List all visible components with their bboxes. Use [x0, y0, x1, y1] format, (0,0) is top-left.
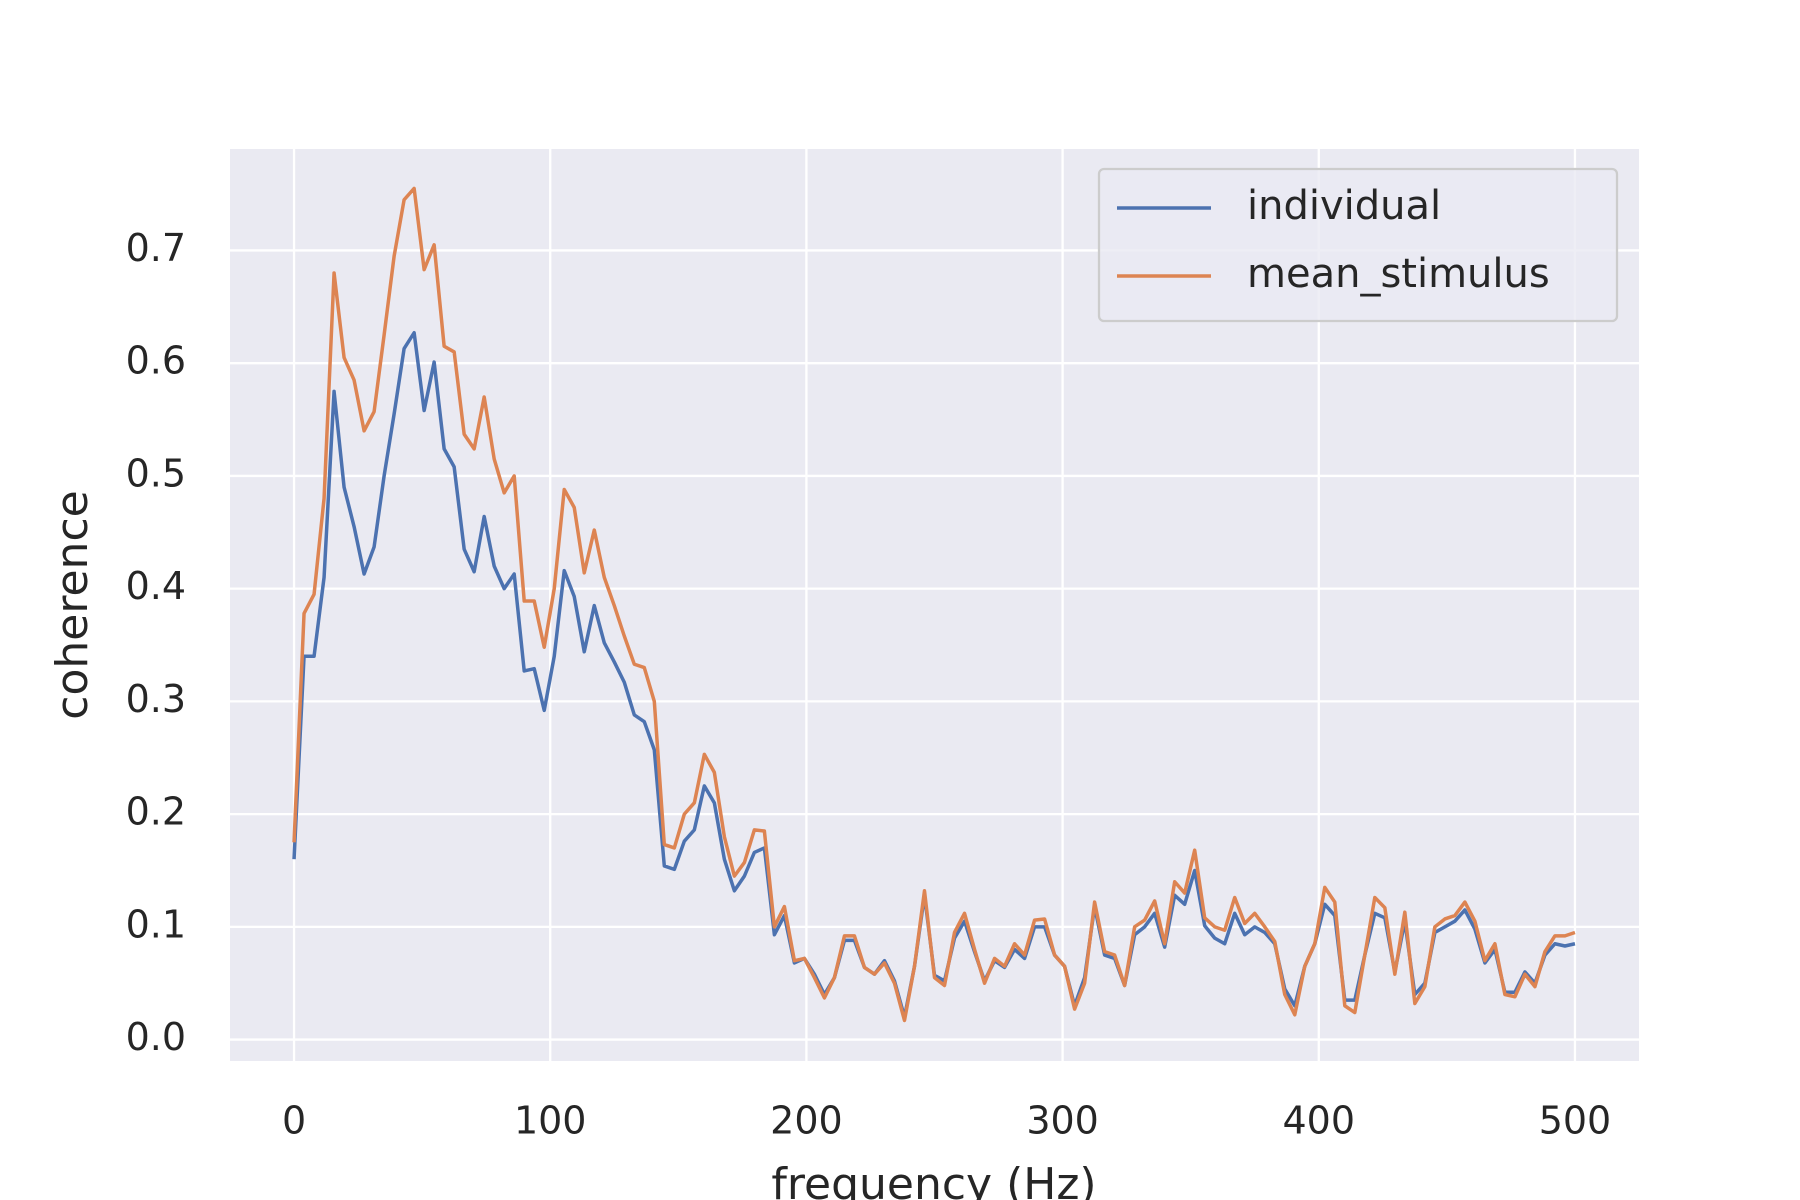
y-tick-label: 0.5	[126, 451, 186, 495]
y-tick-label: 0.4	[126, 564, 186, 608]
x-tick-label: 200	[770, 1099, 843, 1143]
legend-label: individual	[1247, 183, 1441, 229]
x-tick-label: 100	[514, 1099, 587, 1143]
y-tick-label: 0.2	[126, 790, 186, 834]
y-axis-label: coherence	[47, 490, 98, 719]
ticks: 0 100 200 300 400 500 0.0 0.1 0.2 0.3 0.4 0.5 0.6 0.7	[126, 226, 1612, 1143]
legend-box	[1097, 167, 1619, 323]
series-line	[292, 186, 1576, 1023]
grid	[230, 149, 1639, 1061]
y-tick-label: 0.1	[126, 902, 186, 946]
x-tick-label: 500	[1539, 1099, 1612, 1143]
x-tick-label: 300	[1026, 1099, 1099, 1143]
x-tick-label: 400	[1283, 1099, 1356, 1143]
legend: individual mean_stimulus	[1097, 167, 1619, 323]
lines	[292, 186, 1576, 1023]
y-tick-label: 0.3	[126, 677, 186, 721]
legend-label: mean_stimulus	[1247, 251, 1550, 297]
y-tick-label: 0.6	[126, 339, 186, 383]
y-tick-label: 0.7	[126, 226, 186, 270]
x-tick-label: 0	[282, 1099, 306, 1143]
y-tick-label: 0.0	[126, 1015, 186, 1059]
x-axis-label: frequency (Hz)	[771, 1159, 1096, 1200]
